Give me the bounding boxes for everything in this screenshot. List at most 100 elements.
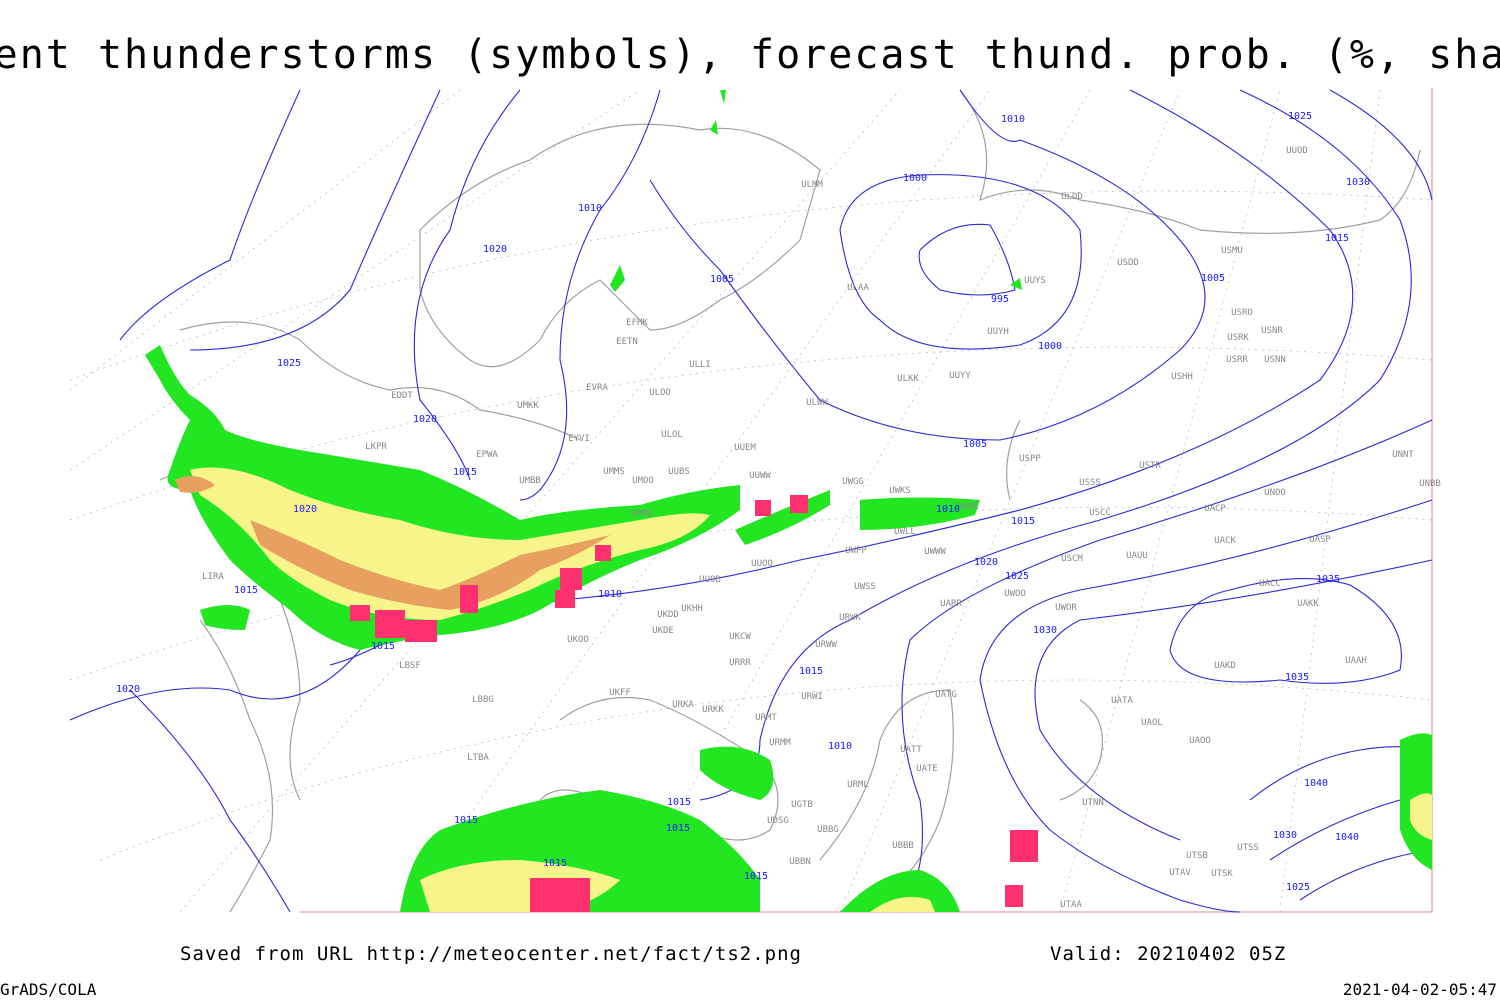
station-label: UAKD xyxy=(1214,661,1236,671)
isobar-label: 1015 xyxy=(1325,233,1349,244)
station-label: EVRA xyxy=(586,383,608,393)
station-label: ULKK xyxy=(897,374,919,384)
station-label: UBBB xyxy=(892,841,914,851)
station-label: URWW xyxy=(815,640,837,650)
station-label: UTSK xyxy=(1211,869,1233,879)
station-label: USMU xyxy=(1221,246,1243,256)
isobar-label: 995 xyxy=(991,294,1009,305)
thunderstorm-probability xyxy=(145,90,1432,912)
station-label: UMMS xyxy=(603,467,625,477)
isobar-label: 1010 xyxy=(1001,114,1025,125)
footer-saved: Saved from URL http://meteocenter.net/fa… xyxy=(180,943,802,965)
station-label: ULWW xyxy=(806,398,828,408)
station-label: ULLI xyxy=(689,360,711,370)
station-label: USNN xyxy=(1264,355,1286,365)
station-label: EDDT xyxy=(391,391,413,401)
station-label: EETN xyxy=(616,337,638,347)
station-label: UWSS xyxy=(854,582,876,592)
station-label: UKDE xyxy=(652,626,674,636)
station-label: UWWW xyxy=(924,547,946,557)
footer-valid: Valid: 20210402 05Z xyxy=(1050,943,1286,965)
station-label: USCC xyxy=(1089,508,1111,518)
station-label: UACC xyxy=(1259,579,1281,589)
isobar-label: 1015 xyxy=(666,823,690,834)
isobar-label: 1015 xyxy=(667,797,691,808)
station-label: UKCW xyxy=(729,632,751,642)
footer-software: GrADS/COLA xyxy=(0,980,97,999)
isobar-label: 1035 xyxy=(1316,574,1340,585)
isobar-label: 1015 xyxy=(234,585,258,596)
station-label: UMKK xyxy=(517,401,539,411)
station-label: UGTB xyxy=(791,800,813,810)
isobar-label: 1020 xyxy=(293,504,317,515)
isobar-label: 1030 xyxy=(1346,177,1370,188)
isobar-label: 1030 xyxy=(1273,830,1297,841)
station-label: UKDD xyxy=(657,610,679,620)
station-label: URMT xyxy=(755,713,777,723)
isobar-label: 1015 xyxy=(371,641,395,652)
station-label: UATT xyxy=(900,745,922,755)
footer-timestamp: 2021-04-02-05:47 xyxy=(1343,980,1497,999)
isobar-label: 1025 xyxy=(1286,882,1310,893)
station-label: USTR xyxy=(1139,461,1161,471)
station-label: UWLL xyxy=(894,527,916,537)
station-label: UARR xyxy=(940,599,962,609)
station-label: UWKS xyxy=(889,486,911,496)
isobar-label: 1015 xyxy=(453,467,477,478)
station-label: UACP xyxy=(1204,504,1226,514)
isobar-label: 1015 xyxy=(744,871,768,882)
isobar-label: 1030 xyxy=(1033,625,1057,636)
station-label: LTBA xyxy=(467,753,489,763)
isobar-label: 1000 xyxy=(903,173,927,184)
isobar-label: 1010 xyxy=(828,741,852,752)
station-label: UAUU xyxy=(1126,551,1148,561)
station-label: URWI xyxy=(801,692,823,702)
station-label: UUOD xyxy=(1286,146,1308,156)
station-label: UATE xyxy=(916,764,938,774)
station-label: UBBN xyxy=(789,857,811,867)
station-label: UWOO xyxy=(1004,589,1026,599)
isobar-label: 1000 xyxy=(1038,341,1062,352)
station-label: EFHK xyxy=(626,318,648,328)
station-label: UMMG xyxy=(631,509,653,519)
isobar-label: 1010 xyxy=(598,589,622,600)
isobar-label: 1020 xyxy=(974,557,998,568)
isobar-label: 1005 xyxy=(1201,273,1225,284)
station-label: UKHH xyxy=(681,604,703,614)
station-label: LBSF xyxy=(399,661,421,671)
isobar-label: 1015 xyxy=(454,815,478,826)
station-label: ULOL xyxy=(661,430,683,440)
station-label: UUEM xyxy=(734,443,756,453)
station-label: ULDD xyxy=(1061,192,1083,202)
station-label: ULMM xyxy=(801,180,823,190)
station-label: UUYS xyxy=(1024,276,1046,286)
isobar-label: 1020 xyxy=(413,414,437,425)
station-label: UAKK xyxy=(1297,599,1319,609)
station-label: UMBB xyxy=(519,476,541,486)
station-label: UUBS xyxy=(668,467,690,477)
title: Current thunderstorms (symbols), forecas… xyxy=(0,32,1500,78)
station-label: USRK xyxy=(1227,333,1249,343)
station-label: USRO xyxy=(1231,308,1253,318)
station-label: UATA xyxy=(1111,696,1133,706)
station-label: UUYH xyxy=(987,327,1009,337)
thunderstorm-symbols xyxy=(350,495,1038,912)
station-label: UTSS xyxy=(1237,843,1259,853)
station-label: UDSG xyxy=(767,816,789,826)
station-label: UNNT xyxy=(1392,450,1414,460)
station-label: UWKE xyxy=(957,502,979,512)
station-label: URMM xyxy=(769,738,791,748)
station-label: USSS xyxy=(1079,478,1101,488)
isobar-label: 1020 xyxy=(483,244,507,255)
station-label: UATG xyxy=(935,690,957,700)
station-label: URKK xyxy=(702,705,724,715)
station-label: UNOO xyxy=(1264,488,1286,498)
isobar-label: 1010 xyxy=(936,504,960,515)
station-label: UTSB xyxy=(1186,851,1208,861)
isobar-label: 1010 xyxy=(578,203,602,214)
station-label: EPWA xyxy=(476,450,498,460)
isobar-label: 1035 xyxy=(1285,672,1309,683)
station-label: UACK xyxy=(1214,536,1236,546)
station-label: UBBG xyxy=(817,825,839,835)
